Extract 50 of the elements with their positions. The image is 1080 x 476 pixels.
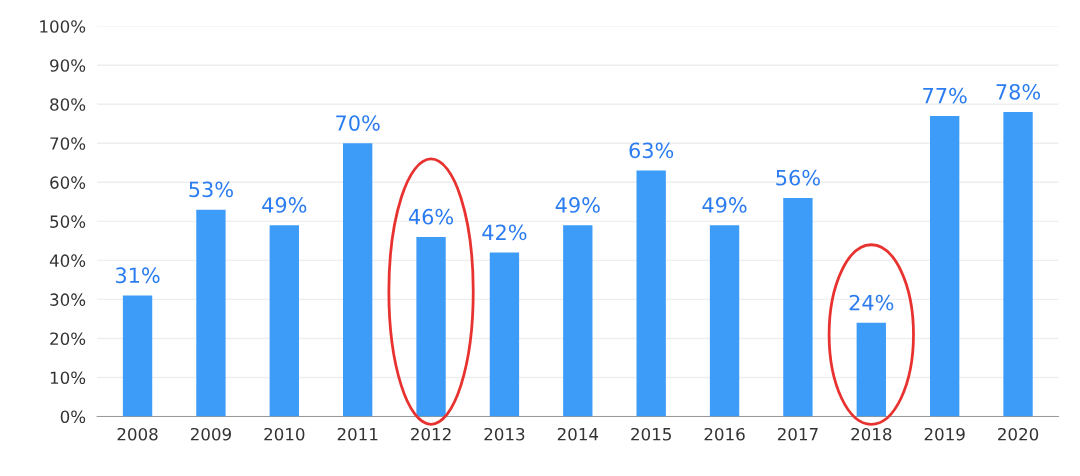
- x-tick-label: 2018: [851, 427, 892, 441]
- y-tick-label: 40%: [49, 254, 86, 267]
- bar: [1003, 112, 1033, 417]
- data-label: 31%: [115, 267, 160, 284]
- bar: [783, 197, 813, 417]
- y-tick-label: 80%: [50, 98, 86, 111]
- bar: [416, 236, 446, 417]
- bar: [930, 115, 960, 417]
- bar: [856, 322, 886, 417]
- y-tick-label: 60%: [50, 176, 86, 189]
- data-label: 49%: [555, 197, 600, 213]
- y-tick-label: 20%: [50, 332, 86, 346]
- y-tick-label: 90%: [50, 59, 86, 72]
- bar: [709, 225, 740, 417]
- y-tick-label: 30%: [50, 293, 86, 306]
- x-tick-label: 2013: [484, 427, 525, 441]
- data-label: 78%: [996, 83, 1041, 100]
- bar: [196, 209, 226, 417]
- x-tick-label: 2011: [337, 427, 378, 441]
- x-tick-label: 2015: [631, 427, 671, 441]
- y-tick-label: 10%: [50, 371, 86, 385]
- y-tick-label: 100%: [40, 20, 86, 33]
- x-tick-label: 2020: [998, 427, 1039, 441]
- data-label: 49%: [262, 197, 307, 213]
- y-tick-label: 70%: [50, 137, 86, 150]
- data-label: 70%: [336, 115, 380, 131]
- y-tick-label: 0%: [60, 410, 86, 424]
- bar: [489, 252, 520, 417]
- bar: [122, 295, 153, 417]
- data-label: 42%: [482, 224, 527, 241]
- x-tick-label: 2019: [924, 427, 965, 441]
- x-tick-label: 2017: [777, 427, 818, 441]
- x-tick-label: 2010: [264, 427, 305, 441]
- data-label: 24%: [849, 294, 894, 311]
- data-label: 46%: [408, 208, 454, 225]
- bar: [636, 170, 666, 417]
- x-tick-label: 2009: [190, 427, 231, 441]
- data-label: 56%: [776, 169, 820, 186]
- y-tick-label: 50%: [50, 215, 86, 228]
- data-label: 53%: [189, 181, 233, 198]
- data-label: 77%: [923, 87, 967, 104]
- data-label: 63%: [629, 142, 674, 159]
- x-tick-label: 2012: [411, 427, 451, 441]
- x-tick-label: 2008: [117, 427, 158, 441]
- data-label: 49%: [702, 197, 747, 213]
- bar: [269, 225, 299, 417]
- x-tick-label: 2014: [557, 427, 599, 441]
- bar: [343, 143, 373, 417]
- bar: [563, 225, 593, 417]
- x-tick-label: 2016: [704, 427, 745, 441]
